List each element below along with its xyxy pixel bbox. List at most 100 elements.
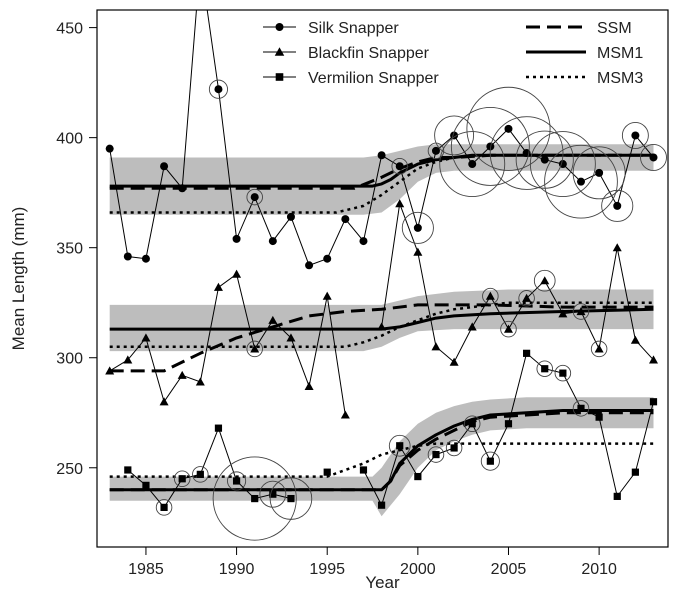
blackfin-snapper-point-2010 [594, 344, 604, 353]
vermilion-snapper-point-1991 [251, 494, 259, 503]
silk-snapper-bubble-2005 [466, 86, 551, 171]
silk-snapper-bubble-1991 [246, 188, 263, 206]
y-tick-label-400: 400 [56, 131, 83, 148]
blackfin-snapper-point-1998 [377, 322, 387, 331]
silk-snapper-point-1985 [141, 254, 150, 263]
model-lines [109, 153, 654, 492]
blackfin-snapper-point-1996 [340, 410, 350, 419]
confidence-bands [109, 144, 654, 517]
silk-snapper-point-1983 [105, 144, 114, 153]
vermilion-snapper-bubble-1991 [212, 456, 297, 541]
vermilion-snapper-bubble-2001 [427, 446, 445, 463]
x-tick-label-2000: 2000 [400, 561, 436, 578]
vermilion-snapper-bubble-2003 [463, 415, 481, 433]
vermilion-snapper-point-1985 [142, 481, 150, 489]
vermilion-snapper-point-1999 [396, 442, 404, 450]
silk-snapper-point-2010 [595, 168, 604, 177]
vermilion-snapper-point-2010 [595, 413, 603, 421]
legend-label-blackfin-snapper: Blackfin Snapper [308, 45, 430, 62]
vermilion-snapper-bubble-1986 [155, 499, 173, 516]
blackfin-snapper-point-1999 [395, 199, 405, 208]
silk-snapper-bubble-2000 [401, 211, 434, 244]
blackfin-snapper-point-2013 [648, 355, 658, 364]
silk-snapper-bubble-1999 [391, 158, 408, 175]
y-tick-label-300: 300 [56, 351, 83, 368]
vermilion-snapper-point-2008 [559, 369, 567, 377]
y-tick-label-450: 450 [56, 21, 83, 38]
legend-label-msm3: MSM3 [597, 70, 643, 87]
silk-snapper-bubble-1989 [208, 79, 229, 99]
vermilion-snapper-bubble-2009 [572, 400, 590, 417]
vermilion-snapper-point-2012 [631, 468, 639, 476]
blackfin-snapper-point-1993 [286, 333, 296, 342]
legend-marker-vermilion-snapper [275, 73, 284, 81]
x-tick-label-1990: 1990 [219, 561, 255, 578]
blackfin-snapper-point-1986 [159, 397, 169, 406]
blackfin-snapper-point-2005 [503, 324, 513, 333]
blackfin-snapper-point-1994 [304, 381, 314, 390]
msm1-curve-3 [109, 409, 654, 492]
vermilion-snapper-bubble-1999 [388, 434, 411, 457]
legend-marker-blackfin-snapper [274, 47, 285, 56]
confidence-band-2 [109, 289, 654, 352]
plot-frame [96, 9, 669, 548]
legend-label-ssm: SSM [597, 20, 632, 37]
x-tick-label-2005: 2005 [491, 561, 527, 578]
blackfin-snapper-bubble-2005 [500, 320, 517, 338]
blackfin-snapper-point-2004 [485, 291, 495, 300]
blackfin-snapper-point-1983 [105, 366, 115, 375]
silk-snapper-point-1991 [250, 193, 259, 202]
vermilion-snapper-point-2006 [523, 349, 531, 357]
vermilion-snapper-bubble-2008 [554, 364, 572, 382]
vermilion-snapper-point-1988 [196, 470, 204, 478]
blackfin-snapper-point-2007 [540, 276, 550, 285]
blackfin-snapper-point-1988 [195, 377, 205, 386]
vermilion-snapper-point-1989 [214, 424, 223, 432]
vermilion-snapper-point-2001 [432, 450, 440, 459]
silk-snapper-point-1986 [160, 162, 169, 171]
vermilion-snapper-point-2003 [468, 420, 476, 428]
silk-snapper-point-2009 [576, 177, 585, 186]
silk-snapper-bubble-2006 [489, 116, 564, 190]
vermilion-snapper-bubble-2002 [445, 439, 463, 457]
blackfin-snapper-point-2011 [612, 243, 622, 252]
vermilion-snapper-point-2013 [649, 398, 658, 406]
silk-snapper-point-1994 [305, 261, 314, 270]
legend-label-msm1: MSM1 [597, 45, 643, 62]
vermilion-snapper-bubble-1987 [173, 470, 191, 488]
vermilion-snapper-point-1998 [377, 501, 386, 509]
blackfin-snapper-point-2012 [630, 335, 640, 344]
vermilion-snapper-point-1990 [232, 477, 241, 485]
legend: Silk Snapper Blackfin Snapper Vermilion … [263, 20, 643, 87]
silk-snapper-point-2005 [504, 124, 513, 133]
legend-label-silk-snapper: Silk Snapper [308, 20, 399, 37]
msm3-curve-1 [109, 154, 654, 214]
silk-snapper-bubble-2012 [621, 121, 649, 149]
legend-marker-silk-snapper [275, 23, 284, 31]
vermilion-snapper-point-1984 [124, 466, 132, 474]
vermilion-snapper-line-1 [127, 426, 292, 509]
silk-snapper-point-2012 [631, 131, 640, 140]
x-tick-label-1985: 1985 [128, 561, 164, 578]
silk-snapper-bubble-2009 [544, 144, 618, 219]
silk-snapper-bubble-2010 [572, 146, 626, 200]
silk-snapper-point-2001 [431, 146, 440, 155]
blackfin-snapper-bubble-2004 [482, 287, 499, 305]
silk-snapper-point-1995 [323, 254, 332, 263]
silk-snapper-point-2000 [413, 223, 422, 232]
vermilion-snapper-point-2011 [613, 492, 621, 500]
blackfin-snapper-bubble-2007 [533, 269, 556, 292]
blackfin-snapper-bubble-2009 [572, 303, 590, 320]
silk-snapper-point-1999 [395, 162, 404, 171]
blackfin-snapper-bubble-2006 [518, 290, 535, 307]
legend-label-vermilion-snapper: Vermilion Snapper [308, 70, 439, 87]
blackfin-snapper-point-1995 [322, 291, 332, 300]
silk-snapper-bubble-2002 [434, 115, 475, 156]
confidence-band-1 [109, 144, 654, 215]
blackfin-snapper-line-1 [109, 273, 346, 416]
blackfin-snapper-point-2008 [558, 309, 568, 318]
vermilion-snapper-bubble-2007 [536, 360, 553, 377]
blackfin-snapper-point-1987 [177, 370, 187, 379]
silk-snapper-point-1997 [359, 237, 368, 246]
vermilion-snapper-bubble-1988 [192, 466, 209, 483]
